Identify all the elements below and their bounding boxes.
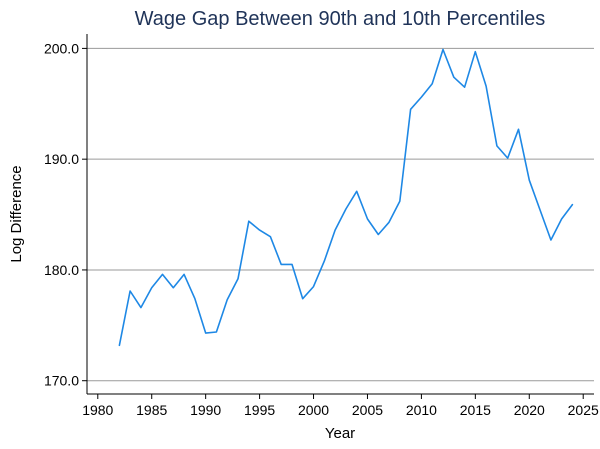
y-tick-label: 200.0 <box>44 40 79 56</box>
x-tick-label: 1995 <box>244 402 275 418</box>
chart-title: Wage Gap Between 90th and 10th Percentil… <box>135 8 546 30</box>
y-tick-label: 190.0 <box>44 151 79 167</box>
x-tick-label: 2010 <box>406 402 437 418</box>
x-tick-label: 2025 <box>568 402 599 418</box>
gridlines <box>87 47 594 382</box>
x-tick-label: 1980 <box>82 402 113 418</box>
x-tick-label: 2020 <box>514 402 545 418</box>
x-tick-label: 1990 <box>190 402 221 418</box>
x-tick-label: 2015 <box>460 402 491 418</box>
x-tick-label: 1985 <box>136 402 167 418</box>
series-layer <box>118 48 574 347</box>
x-tick-label: 2005 <box>352 402 383 418</box>
y-tick-label: 180.0 <box>44 262 79 278</box>
x-axis-label: Year <box>325 425 355 442</box>
wage-gap-line <box>118 48 574 347</box>
x-tick-label: 2000 <box>298 402 329 418</box>
y-tick-label: 170.0 <box>44 373 79 389</box>
y-axis-ticks: 170.0 180.0 190.0 200.0 <box>44 40 87 389</box>
y-axis-label: Log Difference <box>8 165 25 262</box>
x-axis-ticks: 1980 1985 1990 1995 2000 2005 2010 2015 2020 2025 <box>82 394 599 418</box>
